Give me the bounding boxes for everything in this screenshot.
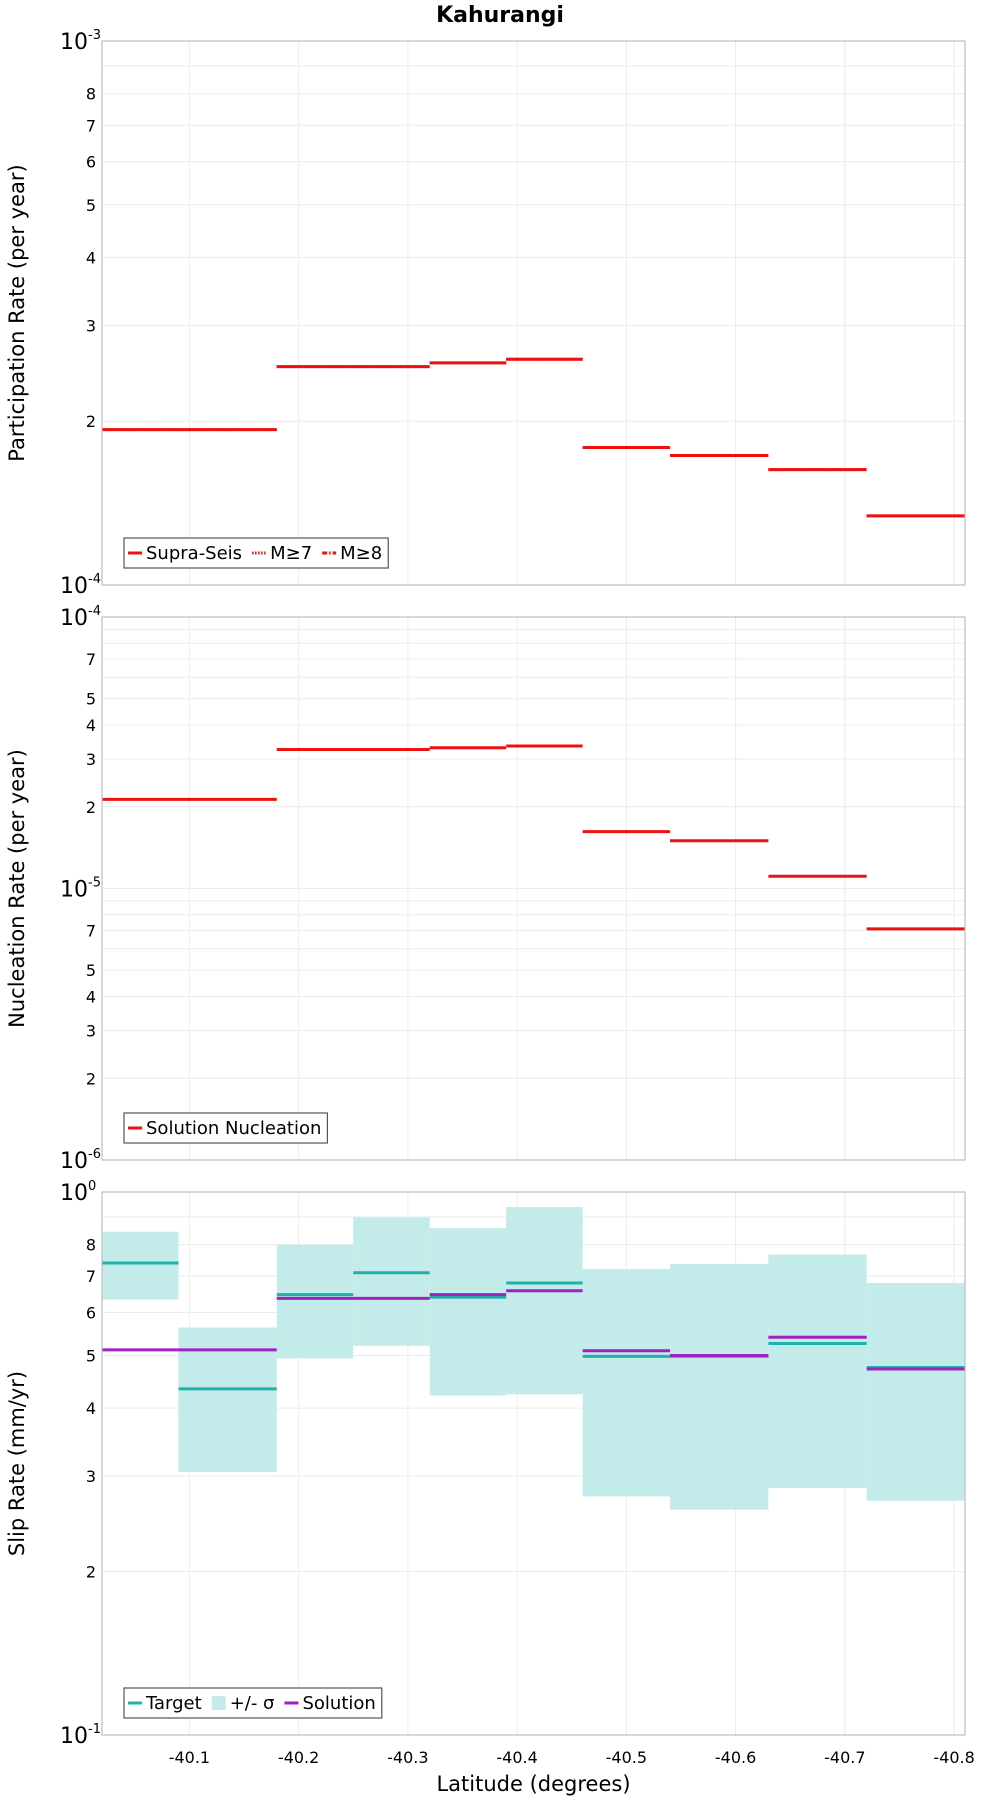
y-tick-label: 6 [86, 153, 96, 172]
x-tick-label: -40.4 [496, 1748, 537, 1767]
legend: Solution Nucleation [123, 1112, 329, 1144]
x-tick-label: -40.3 [387, 1748, 428, 1767]
y-tick-label: 2 [86, 412, 96, 431]
sigma-band [768, 1254, 867, 1489]
y-decade-exponent: 0 [88, 1179, 96, 1194]
y-tick-label: 5 [86, 1346, 96, 1365]
series-m-7 [102, 357, 965, 518]
y-tick-label: 2 [86, 1563, 96, 1582]
x-axis-label: Latitude (degrees) [436, 1772, 630, 1796]
y-tick-label: 5 [86, 690, 96, 709]
legend-box [123, 1112, 329, 1144]
legend-box [123, 1687, 383, 1719]
plot-frame [101, 1191, 966, 1736]
chart-title: Kahurangi [436, 3, 564, 28]
y-decade-exponent: -4 [88, 572, 101, 587]
y-tick-label: 4 [86, 716, 96, 735]
y-tick-label: 8 [86, 1236, 96, 1255]
legend-entry: Solution [302, 1693, 375, 1714]
gridlines [102, 617, 965, 1160]
x-tick-label: -40.1 [169, 1748, 210, 1767]
legend: Target +/- σ Solution [123, 1687, 383, 1719]
x-tick-label: -40.6 [715, 1748, 756, 1767]
y-tick-label: 5 [86, 961, 96, 980]
x-tick-label: -40.2 [278, 1748, 319, 1767]
y-tick-label: 7 [86, 116, 96, 135]
legend-entry: +/- σ [230, 1693, 275, 1714]
y-axis-label: Slip Rate (mm/yr) [5, 1371, 29, 1556]
y-axis-label: Nucleation Rate (per year) [5, 749, 29, 1028]
legend: Supra-Seis M≥7 M≥8 [123, 537, 389, 569]
sigma-band [353, 1217, 430, 1346]
sigma-band [429, 1228, 507, 1396]
y-tick-label: 6 [86, 1303, 96, 1322]
y-tick-label: 7 [86, 922, 96, 941]
sigma-band [670, 1263, 769, 1510]
x-tick-label: -40.8 [933, 1748, 974, 1767]
sigma-band [276, 1244, 354, 1359]
legend-swatch [211, 1696, 226, 1710]
y-tick-label: 3 [86, 1021, 96, 1040]
y-decade-label: 10 [60, 1181, 88, 1206]
series-solution [102, 1289, 965, 1371]
y-decade-exponent: -1 [88, 1722, 101, 1737]
sigma-band [866, 1282, 965, 1501]
series-supra-seis [102, 357, 965, 518]
sigma-band [178, 1327, 277, 1473]
y-axis-label: Participation Rate (per year) [5, 164, 29, 461]
y-tick-label: 7 [86, 650, 96, 669]
sigma-band [506, 1207, 583, 1395]
y-decade-label: 10 [60, 574, 88, 599]
legend-entry: Supra-Seis [146, 543, 242, 564]
y-decade-label: 10 [60, 1149, 88, 1174]
sigma-band [102, 1231, 179, 1300]
x-tick-label: -40.7 [824, 1748, 865, 1767]
y-tick-label: 2 [86, 798, 96, 817]
legend-entry: M≥7 [270, 543, 312, 564]
y-decade-exponent: -5 [88, 876, 101, 891]
y-tick-label: 5 [86, 196, 96, 215]
plot-frame [101, 616, 966, 1161]
y-decade-exponent: -3 [88, 28, 101, 43]
y-decade-label: 10 [60, 878, 88, 903]
plot-frame [101, 40, 966, 586]
legend-entry: M≥8 [340, 543, 382, 564]
y-decade-exponent: -4 [88, 604, 101, 619]
y-tick-label: 2 [86, 1069, 96, 1088]
y-decade-label: 10 [60, 1724, 88, 1749]
legend-entry: Target [145, 1693, 202, 1714]
y-tick-label: 4 [86, 1399, 96, 1418]
y-tick-label: 7 [86, 1267, 96, 1286]
sigma-band [582, 1269, 671, 1497]
series-solution-nucleation [102, 744, 965, 931]
gridlines [102, 41, 965, 585]
y-tick-label: 3 [86, 1467, 96, 1486]
y-tick-label: 4 [86, 248, 96, 267]
legend-entry: Solution Nucleation [146, 1118, 321, 1139]
y-tick-label: 4 [86, 988, 96, 1007]
y-decade-label: 10 [60, 30, 88, 55]
x-tick-label: -40.5 [606, 1748, 647, 1767]
y-decade-exponent: -6 [88, 1147, 101, 1162]
y-tick-label: 3 [86, 316, 96, 335]
y-tick-label: 3 [86, 750, 96, 769]
y-tick-label: 8 [86, 85, 96, 104]
y-decade-label: 10 [60, 606, 88, 631]
